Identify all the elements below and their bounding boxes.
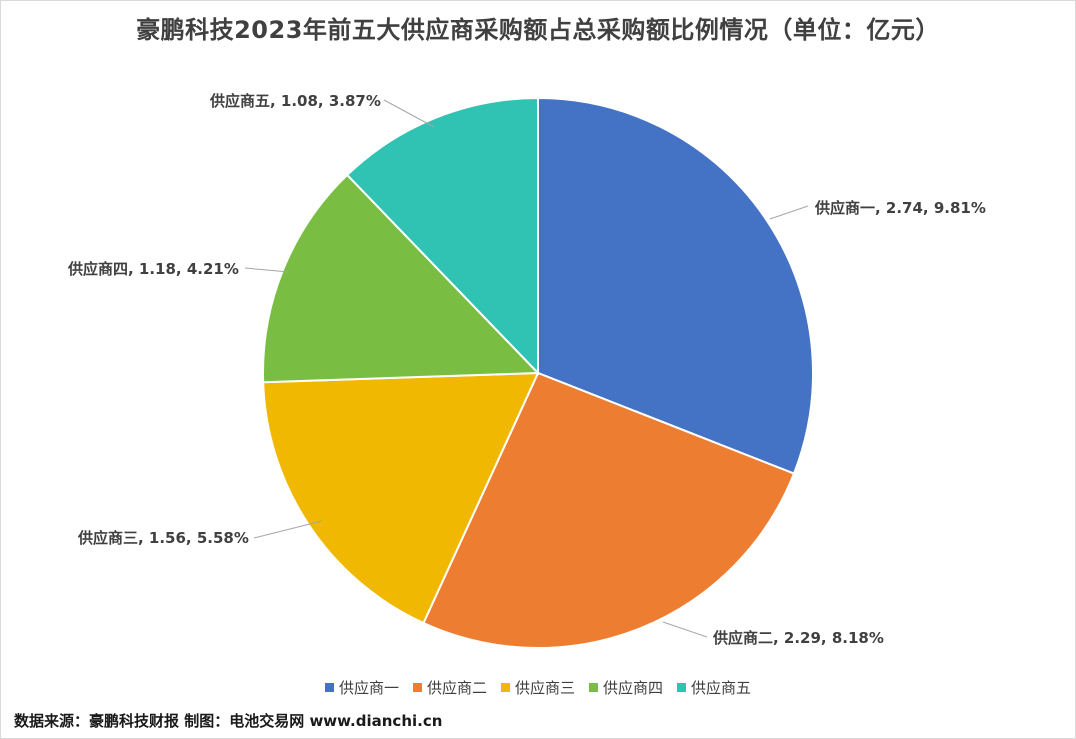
legend-item-2: 供应商二 bbox=[412, 677, 487, 698]
data-label-4: 供应商四, 1.18, 4.21% bbox=[67, 260, 239, 278]
legend-swatch bbox=[412, 683, 422, 692]
legend-swatch bbox=[677, 683, 687, 692]
legend-item-5: 供应商五 bbox=[677, 677, 751, 698]
legend-swatch bbox=[589, 683, 598, 692]
legend-label: 供应商三 bbox=[514, 679, 575, 697]
source-note: 数据来源：豪鹏科技财报 制图：电池交易网 www.dianchi.cn bbox=[14, 712, 443, 730]
leader-line-1 bbox=[769, 205, 809, 220]
chart-legend: 供应商一 供应商二 供应商三 供应商四 供应商五 bbox=[0, 677, 1076, 698]
legend-item-1: 供应商一 bbox=[324, 677, 399, 698]
pie-slices bbox=[262, 96, 814, 649]
pie-slice-5 bbox=[345, 96, 539, 376]
leader-line-2 bbox=[662, 621, 708, 638]
legend-label: 供应商四 bbox=[603, 679, 664, 697]
data-label-5: 供应商五, 1.08, 3.87% bbox=[209, 92, 381, 110]
legend-swatch bbox=[324, 683, 334, 692]
data-labels: 供应商一, 2.74, 9.81% 供应商二, 2.29, 8.18% 供应商三, … bbox=[67, 92, 986, 647]
pie-slice-1 bbox=[537, 96, 814, 475]
legend-label: 供应商一 bbox=[338, 679, 399, 697]
legend-label: 供应商二 bbox=[426, 679, 487, 697]
legend-item-3: 供应商三 bbox=[500, 677, 575, 698]
legend-swatch bbox=[500, 683, 510, 692]
data-label-3: 供应商三, 1.56, 5.58% bbox=[77, 529, 249, 547]
chart-title: 豪鹏科技2023年前五大供应商采购额占总采购额比例情况（单位：亿元） bbox=[136, 16, 940, 44]
data-label-1: 供应商一, 2.74, 9.81% bbox=[814, 199, 986, 217]
leader-line-4 bbox=[244, 267, 290, 273]
legend-label: 供应商五 bbox=[691, 679, 752, 697]
legend-item-4: 供应商四 bbox=[589, 677, 663, 698]
pie-slice-3 bbox=[262, 371, 540, 625]
pie-slice-2 bbox=[422, 371, 796, 649]
leader-lines bbox=[244, 99, 809, 638]
data-label-2: 供应商二, 2.29, 8.18% bbox=[712, 629, 884, 647]
pie-slice-4 bbox=[262, 173, 541, 384]
leader-line-5 bbox=[383, 99, 435, 128]
leader-line-3 bbox=[253, 520, 323, 539]
